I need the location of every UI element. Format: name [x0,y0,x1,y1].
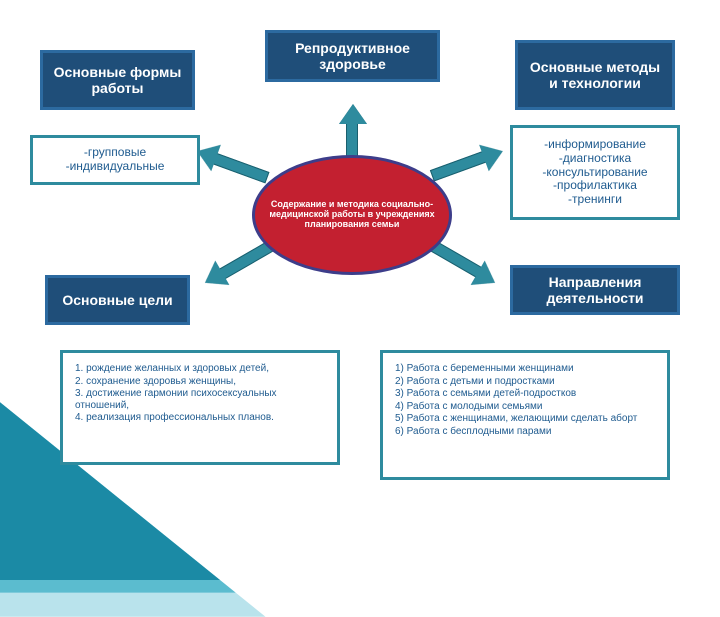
list-item: 3) Работа с семьями детей-подростков [395,388,637,400]
topleft-title-text: Основные формы работы [51,64,184,96]
topright-detail: -информирование -диагностика -консультир… [510,125,680,220]
topright-detail-text: -информирование -диагностика -консультир… [542,138,647,207]
top-title-text: Репродуктивное здоровье [276,40,429,72]
arrow-upper-right [427,138,507,190]
midleft-title: Основные цели [45,275,190,325]
topright-title: Основные методы и технологии [515,40,675,110]
list-item: 5) Работа с женщинами, желающими сделать… [395,413,637,425]
topright-title-text: Основные методы и технологии [526,59,664,91]
bottomleft-list: 1. рождение желанных и здоровых детей, 2… [60,350,340,465]
list-item: 4) Работа с молодыми семьями [395,401,637,413]
topleft-title: Основные формы работы [40,50,195,110]
bottomright-list-inner: 1) Работа с беременными женщинами2) Рабо… [395,363,637,438]
midright-title: Направления деятельности [510,265,680,315]
list-item: 2. сохранение здоровья женщины, [75,376,325,388]
list-item: 4. реализация профессиональных планов. [75,412,325,424]
center-text: Содержание и методика социально-медицинс… [269,200,435,230]
midright-title-text: Направления деятельности [521,274,669,306]
list-item: 3. достижение гармонии психосексуальных … [75,388,325,411]
list-item: 2) Работа с детьми и подростками [395,376,637,388]
list-item: 1) Работа с беременными женщинами [395,363,637,375]
bottomright-list: 1) Работа с беременными женщинами2) Рабо… [380,350,670,480]
list-item: 6) Работа с бесплодными парами [395,426,637,438]
topleft-detail-text: -групповые -индивидуальные [66,146,165,174]
arrow-upper-left [192,138,272,190]
topleft-detail: -групповые -индивидуальные [30,135,200,185]
midleft-title-text: Основные цели [62,292,172,308]
list-item: 1. рождение желанных и здоровых детей, [75,363,325,375]
center-node: Содержание и методика социально-медицинс… [252,155,452,275]
bottomleft-list-inner: 1. рождение желанных и здоровых детей, 2… [75,363,325,425]
top-title: Репродуктивное здоровье [265,30,440,82]
